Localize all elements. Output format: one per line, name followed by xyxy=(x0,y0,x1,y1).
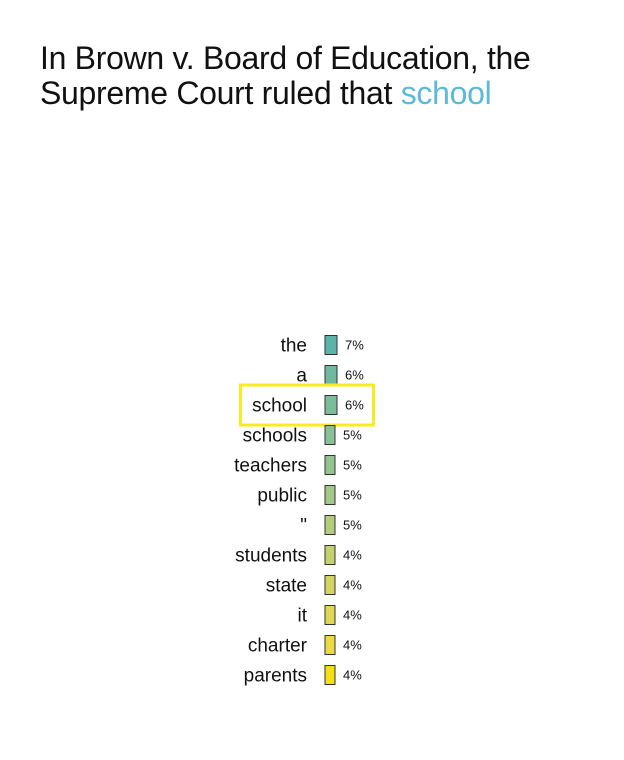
word-label-school: school xyxy=(252,396,307,417)
percent-label-it: 4% xyxy=(343,608,362,623)
word-label-the: the xyxy=(281,336,307,357)
percent-label-the: 7% xyxy=(345,338,364,353)
bar-public xyxy=(325,486,335,505)
word-label-a: a xyxy=(296,366,307,387)
word-label-schools: schools xyxy=(243,426,307,447)
percent-label-state: 4% xyxy=(343,578,362,593)
bar-the xyxy=(325,336,337,355)
bar-a xyxy=(325,366,337,385)
percent-label-schools: 5% xyxy=(343,428,362,443)
percent-label-students: 4% xyxy=(343,548,362,563)
word-label-charter: charter xyxy=(248,636,308,657)
percent-label-charter: 4% xyxy=(343,638,362,653)
word-label-it: it xyxy=(298,606,308,627)
percent-label-parents: 4% xyxy=(343,668,362,683)
bar-parents xyxy=(325,666,335,685)
bar-quote xyxy=(325,516,335,535)
bar-charter xyxy=(325,636,335,655)
bar-students xyxy=(325,546,335,565)
bar-teachers xyxy=(325,456,335,475)
percent-label-public: 5% xyxy=(343,488,362,503)
percent-label-school: 6% xyxy=(345,398,364,413)
bar-it xyxy=(325,606,335,625)
bar-school xyxy=(325,396,337,415)
word-label-quote: " xyxy=(300,516,307,537)
word-label-students: students xyxy=(235,546,307,567)
bar-state xyxy=(325,576,335,595)
word-label-parents: parents xyxy=(244,666,307,687)
bar-schools xyxy=(325,426,335,445)
word-label-public: public xyxy=(257,486,307,507)
percent-label-teachers: 5% xyxy=(343,458,362,473)
percent-label-a: 6% xyxy=(345,368,364,383)
word-label-state: state xyxy=(266,576,307,597)
percent-label-quote: 5% xyxy=(343,518,362,533)
word-label-teachers: teachers xyxy=(234,456,307,477)
